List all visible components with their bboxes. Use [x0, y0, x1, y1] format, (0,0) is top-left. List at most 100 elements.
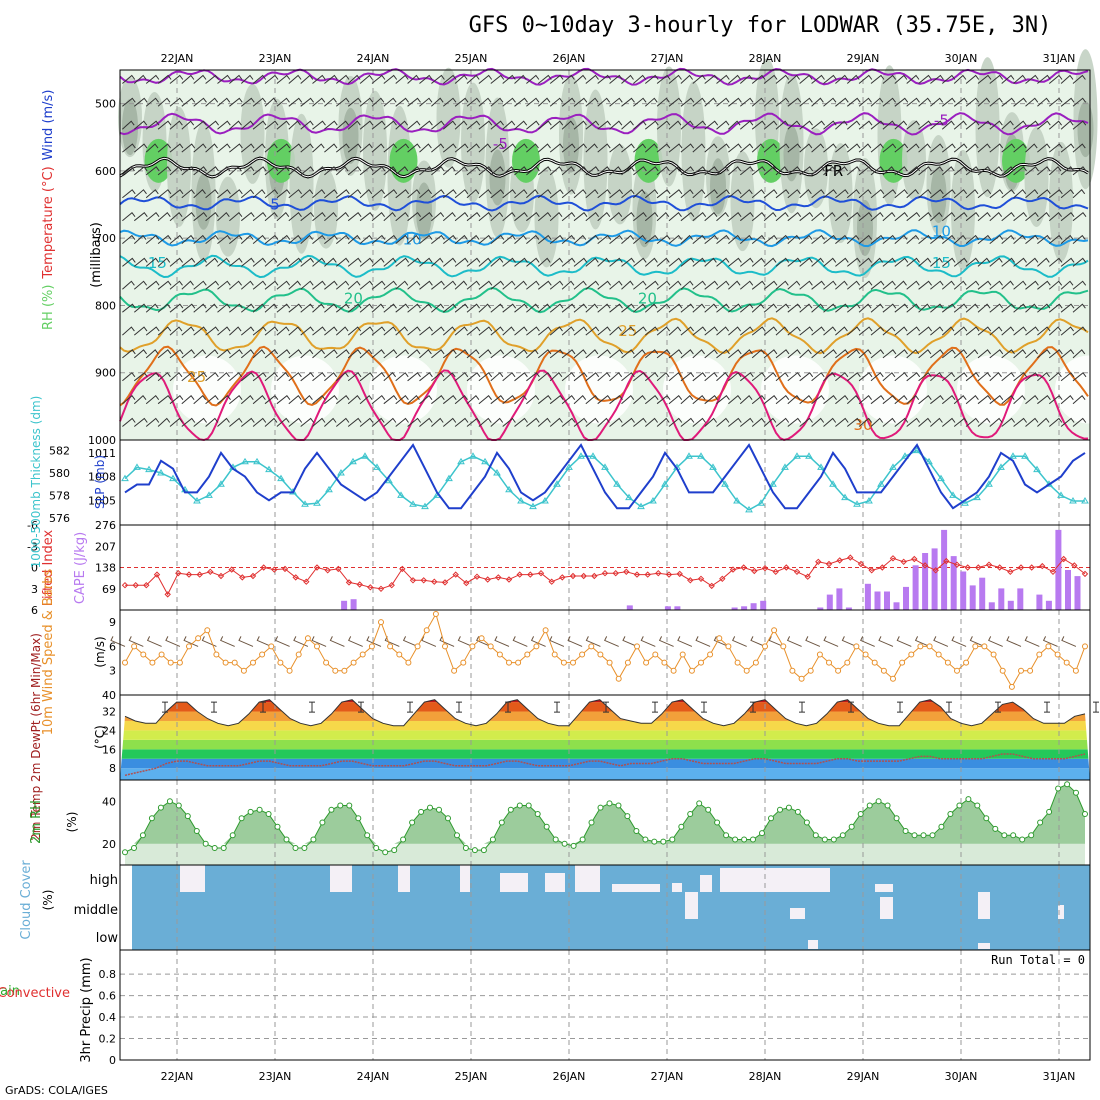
- wind-barb: [442, 234, 457, 244]
- lifted-index-marker: [420, 577, 427, 584]
- wind-barb: [537, 303, 551, 313]
- wind-barb: [549, 326, 563, 336]
- wind-barb: [181, 189, 195, 199]
- rh2m-marker: [974, 802, 981, 809]
- wind-barb: [395, 326, 408, 336]
- date-label-top: 23JAN: [259, 52, 292, 65]
- wind-barb: [633, 349, 646, 359]
- wind-barb: [229, 280, 242, 290]
- wind-barb: [906, 234, 920, 244]
- wind-barb: [989, 143, 1004, 153]
- thickness-marker: [217, 480, 225, 487]
- wind-barb: [918, 189, 932, 199]
- wind-barb-10m: [951, 636, 967, 647]
- wind-barb: [965, 372, 980, 382]
- wind-barb: [692, 280, 706, 290]
- rh2m-unit: (%): [65, 812, 79, 833]
- rh-fill-moist: [289, 113, 314, 254]
- wind-speed-marker: [835, 667, 842, 674]
- wind-barb: [621, 349, 635, 359]
- rh-fill-wet: [267, 138, 295, 183]
- wind-barb: [395, 372, 409, 382]
- thickness-line: [124, 449, 1085, 511]
- rh2m-marker: [938, 823, 945, 830]
- wind-barb: [882, 211, 896, 222]
- rh2m-marker: [534, 811, 541, 817]
- thickness-marker: [301, 500, 309, 507]
- wind-barb: [787, 143, 801, 153]
- cape-bar: [826, 594, 833, 610]
- rh-fill-moist: [1049, 141, 1073, 262]
- rh2m-marker: [355, 815, 362, 822]
- rh2m-marker: [633, 828, 640, 834]
- wind-barb: [466, 372, 481, 382]
- wind-barb: [621, 280, 634, 290]
- wind-barb: [181, 394, 195, 405]
- wind-barb: [419, 417, 433, 427]
- lifted-index-marker: [889, 555, 897, 562]
- rh2m-marker: [848, 823, 855, 830]
- wind-barb: [466, 280, 480, 290]
- lifted-index-marker: [921, 562, 929, 569]
- wind-barb: [1013, 349, 1027, 359]
- wind-barb: [419, 394, 433, 405]
- cape-bar: [664, 606, 671, 610]
- wind-barb: [621, 257, 635, 267]
- wind-barb: [751, 303, 765, 313]
- wind-barb: [1072, 280, 1087, 290]
- wind-barb: [799, 189, 812, 199]
- wind-barb: [953, 417, 968, 427]
- wind-barb: [502, 189, 516, 199]
- date-label-bottom: 22JAN: [161, 1070, 194, 1083]
- wind-barb: [1001, 74, 1015, 84]
- wind-barb: [454, 280, 468, 290]
- thickness-marker: [793, 452, 801, 459]
- wind-barb: [728, 97, 742, 107]
- upper-air-ylabel-part: Temperature (°C): [41, 166, 56, 279]
- wind-barb: [953, 234, 967, 244]
- wind-barb: [799, 280, 813, 290]
- wind-barb: [466, 303, 480, 313]
- wind-barb: [478, 166, 493, 176]
- date-label-bottom: 30JAN: [945, 1070, 978, 1083]
- lifted-index-marker: [569, 572, 577, 580]
- wind-barb: [1025, 74, 1039, 84]
- wind-barb: [751, 120, 766, 130]
- wind-barb: [799, 326, 814, 336]
- dewpoint-line: [124, 753, 1086, 777]
- lifted-index-marker: [271, 566, 278, 573]
- wind-barb: [989, 417, 1003, 427]
- lifted-index-marker: [196, 571, 203, 578]
- wind-barb: [989, 74, 1004, 84]
- wind-speed-marker: [1072, 667, 1079, 674]
- wind-barb: [1048, 166, 1062, 176]
- wind-barb: [644, 166, 659, 176]
- wind-barb: [217, 349, 231, 359]
- wind-barb: [597, 97, 611, 107]
- wind-barb: [145, 120, 160, 130]
- wind-barb: [502, 257, 516, 267]
- wind-barb: [419, 74, 433, 84]
- wind-barb: [823, 280, 837, 290]
- wind-barb: [383, 280, 397, 290]
- wind-barb: [252, 417, 267, 427]
- wind-barb: [466, 394, 480, 405]
- wind-barb: [490, 417, 504, 427]
- wind-barb: [680, 166, 694, 176]
- wind-barb: [526, 349, 539, 359]
- wind-barb: [383, 394, 398, 405]
- wind-barb: [193, 234, 207, 244]
- precip-unit: 3hr Precip (mm): [79, 957, 94, 1062]
- wind-barb: [1060, 120, 1074, 130]
- wind-speed-marker: [899, 659, 906, 666]
- wind-barb: [953, 280, 967, 290]
- precip-label-convective: Convective: [0, 986, 70, 1001]
- wind-barb: [312, 394, 326, 405]
- wind-barb: [846, 166, 861, 176]
- isotherm-line: [119, 194, 1089, 212]
- wind-barb: [252, 120, 267, 130]
- wind-barb: [1048, 372, 1062, 382]
- rh2m-marker: [750, 836, 756, 843]
- wind-barb: [835, 97, 849, 107]
- rh2m-marker: [1082, 811, 1088, 817]
